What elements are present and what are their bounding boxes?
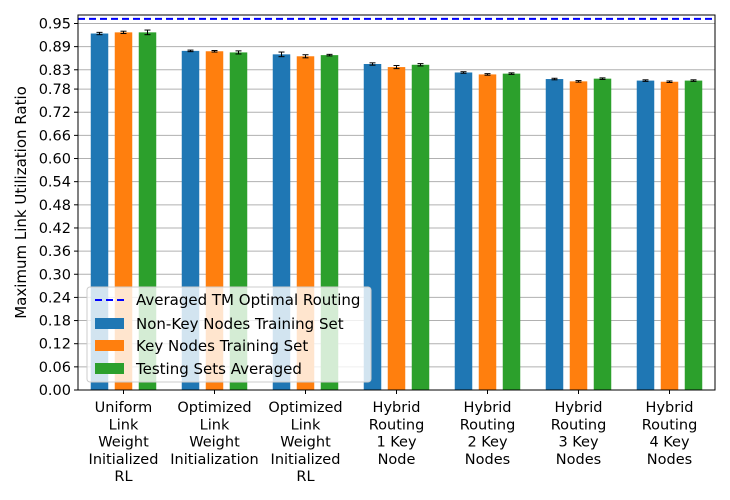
x-tick-label-line: Link	[109, 417, 139, 433]
x-tick-label-line: 4 Key	[649, 435, 690, 451]
x-tick-label-line: 1 Key	[376, 435, 417, 451]
y-tick-label: 0.30	[39, 267, 71, 283]
legend-label: Testing Sets Averaged	[135, 360, 302, 378]
bar	[411, 64, 430, 390]
x-tick-label-line: Routing	[642, 417, 698, 433]
x-tick-label-line: Hybrid	[373, 400, 421, 416]
y-tick-label: 0.54	[39, 175, 71, 191]
legend-label: Key Nodes Training Set	[136, 337, 308, 355]
x-tick-label-line: Initialized	[271, 452, 341, 468]
legend-box	[86, 286, 372, 383]
legend: Averaged TM Optimal Routing Non-Key Nodes…	[86, 286, 372, 383]
y-tick-label: 0.48	[39, 198, 71, 214]
bar	[387, 67, 406, 390]
legend-label: Averaged TM Optimal Routing	[136, 291, 360, 309]
x-tick-label-line: Hybrid	[646, 400, 694, 416]
x-tick-label-line: Link	[200, 417, 230, 433]
y-tick-label: 0.12	[39, 337, 71, 353]
x-tick-label-line: Nodes	[556, 452, 601, 468]
y-tick-label: 0.95	[39, 16, 71, 32]
legend-label: Non-Key Nodes Training Set	[136, 315, 344, 333]
x-tick-label: Hybrid Routing 4 Key Nodes	[642, 400, 698, 468]
bar	[569, 81, 588, 390]
x-tick-label-line: Weight	[98, 435, 149, 451]
y-axis-label: Maximum Link Utilization Ratio	[12, 86, 30, 319]
x-tick-label-line: Routing	[369, 417, 425, 433]
y-tick-label: 0.78	[39, 82, 71, 98]
x-tick-label: Hybrid Routing 1 Key Node	[369, 400, 425, 468]
y-tick-label: 0.36	[39, 244, 71, 260]
y-tick-label: 0.83	[39, 63, 71, 79]
legend-swatch	[95, 363, 124, 374]
bar	[478, 74, 497, 391]
x-tick-label-line: Weight	[189, 435, 240, 451]
x-tick-label-line: Initialized	[89, 452, 159, 468]
y-tick-label: 0.24	[39, 290, 71, 306]
y-tick-label: 0.06	[39, 360, 71, 376]
bar	[593, 78, 612, 390]
x-tick-label-line: Nodes	[647, 452, 692, 468]
y-tick-label: 0.72	[39, 105, 71, 121]
x-tick-label: Hybrid Routing 2 Key Nodes	[460, 400, 516, 468]
y-tick-label: 0.00	[39, 383, 71, 399]
x-tick-label-line: RL	[114, 469, 132, 485]
x-tick-label-line: Node	[378, 452, 416, 468]
x-tick-label: Hybrid Routing 3 Key Nodes	[551, 400, 607, 468]
x-tick-label: Uniform Link Weight Initialized RL	[89, 400, 159, 485]
x-tick-label-line: 2 Key	[467, 435, 508, 451]
x-tick-label-line: Optimized	[268, 400, 342, 416]
x-tick-label-line: Link	[291, 417, 321, 433]
x-tick-label-line: RL	[296, 469, 314, 485]
x-tick-label-line: Hybrid	[464, 400, 512, 416]
bar	[545, 79, 564, 390]
x-tick-label-line: 3 Key	[558, 435, 599, 451]
bar	[454, 72, 473, 391]
x-tick-label-line: Nodes	[465, 452, 510, 468]
bar	[636, 80, 655, 390]
x-tick-label-line: Initialization	[170, 452, 258, 468]
x-tick-label: Optimized Link Weight Initialization	[170, 400, 258, 468]
x-tick-label-line: Optimized	[177, 400, 251, 416]
x-tick-label-line: Weight	[280, 435, 331, 451]
bar	[502, 73, 521, 391]
bar	[660, 81, 679, 390]
legend-swatch	[95, 318, 124, 329]
y-axis: 0.00 0.06 0.12 0.18 0.24 0.30 0.36 0.42 0.48 0.54…	[39, 16, 78, 399]
y-tick-label: 0.60	[39, 152, 71, 168]
legend-swatch	[95, 340, 124, 351]
y-tick-label: 0.89	[39, 40, 71, 56]
x-tick-label-line: Routing	[551, 417, 607, 433]
bar	[684, 80, 703, 390]
y-tick-label: 0.18	[39, 314, 71, 330]
y-tick-label: 0.66	[39, 128, 71, 144]
x-tick-label-line: Uniform	[95, 400, 153, 416]
x-tick-label: Optimized Link Weight Initialized RL	[268, 400, 342, 485]
x-tick-label-line: Routing	[460, 417, 516, 433]
x-tick-label-line: Hybrid	[555, 400, 603, 416]
y-tick-label: 0.42	[39, 221, 71, 237]
